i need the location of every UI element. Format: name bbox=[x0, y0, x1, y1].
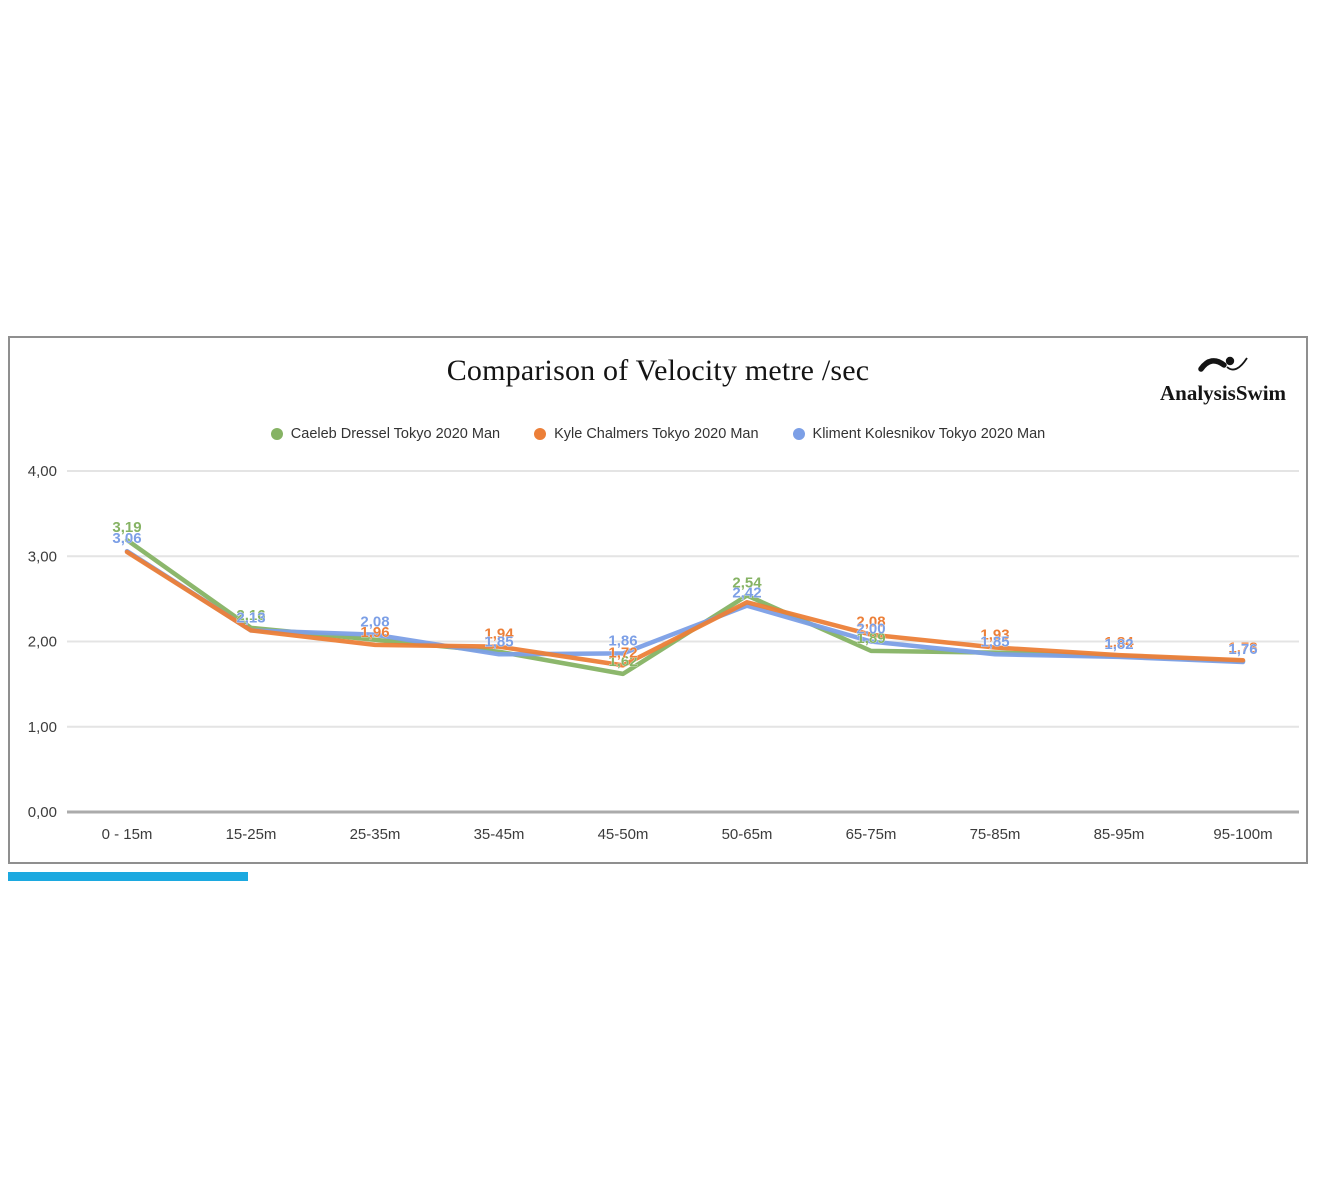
legend-dot bbox=[792, 428, 805, 440]
data-point-label: 1,86 bbox=[608, 632, 637, 649]
data-point-label: 1,78 bbox=[1228, 639, 1257, 656]
legend-item-series-1[interactable]: Kyle Chalmers Tokyo 2020 Man bbox=[534, 426, 759, 442]
data-point-label: 2,13 bbox=[236, 609, 265, 626]
data-point-label: 1,84 bbox=[1104, 634, 1134, 651]
x-axis-tick-label: 85-95m bbox=[1094, 826, 1145, 843]
brand-name: AnalysisSwim bbox=[1159, 381, 1287, 405]
data-point-label: 1,85 bbox=[484, 633, 513, 650]
legend-label: Caeleb Dressel Tokyo 2020 Man bbox=[290, 426, 501, 442]
x-axis-tick-label: 15-25m bbox=[226, 826, 277, 843]
accent-underline-bar bbox=[8, 872, 248, 881]
data-point-label: 1,94 bbox=[484, 626, 514, 643]
x-axis-tick-label: 0 - 15m bbox=[102, 826, 153, 843]
series-line-1 bbox=[124, 549, 1246, 668]
x-axis-tick-label: 95-100m bbox=[1213, 826, 1272, 843]
data-point-label: 1,62 bbox=[608, 653, 637, 670]
data-point-label: 1,85 bbox=[980, 633, 1009, 650]
x-axis-tick-label: 65-75m bbox=[846, 826, 897, 843]
data-point-label: 1,96 bbox=[360, 624, 389, 641]
data-point-label: 2,16 bbox=[236, 607, 265, 624]
legend-item-series-0[interactable]: Caeleb Dressel Tokyo 2020 Man bbox=[270, 426, 501, 442]
data-point-label: 2,08 bbox=[360, 614, 389, 631]
data-point-label: 3,06 bbox=[112, 530, 141, 547]
legend-item-series-2[interactable]: Kliment Kolesnikov Tokyo 2020 Man bbox=[792, 426, 1046, 442]
y-axis-tick-label: 3,00 bbox=[28, 548, 57, 565]
swimmer-icon bbox=[1194, 352, 1252, 383]
y-axis-tick-label: 0,00 bbox=[28, 804, 57, 821]
data-point-label: 1,93 bbox=[980, 626, 1009, 643]
legend-dot bbox=[270, 428, 283, 440]
legend-label: Kliment Kolesnikov Tokyo 2020 Man bbox=[812, 426, 1046, 442]
data-point-label: 2,54 bbox=[732, 574, 762, 591]
y-axis-tick-label: 4,00 bbox=[28, 463, 57, 480]
x-axis-tick-label: 25-35m bbox=[350, 826, 401, 843]
y-axis-tick-label: 2,00 bbox=[28, 634, 57, 651]
chart-title: Comparison of Velocity metre /sec bbox=[446, 354, 870, 387]
legend-label: Kyle Chalmers Tokyo 2020 Man bbox=[554, 426, 759, 442]
data-point-label: 1,82 bbox=[1104, 636, 1133, 653]
data-point-label: 2,08 bbox=[856, 614, 885, 631]
series-line-2 bbox=[124, 548, 1246, 665]
x-axis-tick-label: 35-45m bbox=[474, 826, 525, 843]
x-axis-tick-label: 50-65m bbox=[722, 826, 773, 843]
line-chart-plot-area: 0,00 1,00 2,00 3,00 4,00 0 - 15m 15-25m 25-35m 3… bbox=[28, 463, 1299, 843]
x-axis-tick-label: 45-50m bbox=[598, 826, 649, 843]
brand-logo: AnalysisSwim bbox=[1158, 352, 1288, 406]
y-axis-tick-label: 1,00 bbox=[28, 719, 57, 736]
chart-legend: Caeleb Dressel Tokyo 2020 Man Kyle Chalme… bbox=[10, 426, 1306, 442]
data-point-label: 1,89 bbox=[856, 630, 885, 647]
chart-card: Comparison of Velocity metre /sec Analys… bbox=[8, 336, 1308, 864]
data-point-label: 3,19 bbox=[112, 519, 141, 536]
data-point-label: 1,72 bbox=[608, 644, 637, 661]
data-point-label: 1,76 bbox=[1228, 641, 1257, 658]
x-axis-tick-label: 75-85m bbox=[970, 826, 1021, 843]
data-point-label: 2,00 bbox=[856, 621, 885, 638]
data-point-label: 2,42 bbox=[732, 585, 761, 602]
legend-dot bbox=[534, 428, 547, 440]
